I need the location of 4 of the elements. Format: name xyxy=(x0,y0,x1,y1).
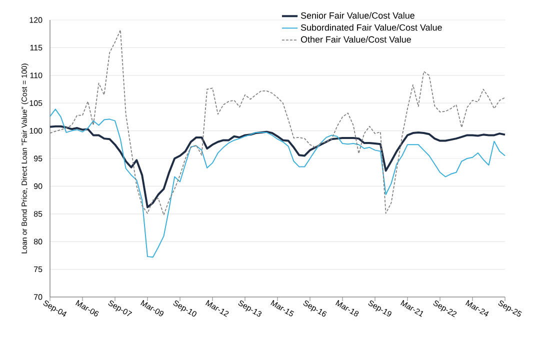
legend-label: Other Fair Value/Cost Value xyxy=(300,36,411,43)
legend-label: Subordinated Fair Value/Cost Value xyxy=(300,24,442,31)
legend-label: Senior Fair Value/Cost Value xyxy=(300,12,414,19)
line-series xyxy=(50,30,506,216)
